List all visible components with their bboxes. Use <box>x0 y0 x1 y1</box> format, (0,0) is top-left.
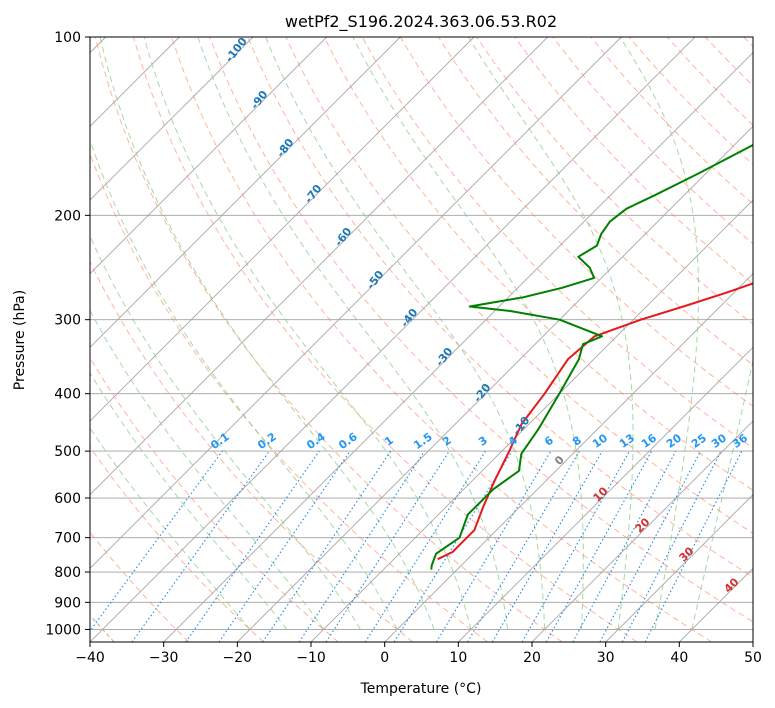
temperature-profile-line <box>437 282 753 560</box>
mixing-ratio-line <box>572 450 677 642</box>
dry-adiabat-line <box>132 37 638 642</box>
isotherm-line <box>384 273 753 642</box>
x-tick-label: −10 <box>296 650 326 666</box>
moist-adiabat-line <box>691 358 753 630</box>
y-tick-label: 200 <box>54 208 81 224</box>
x-tick-label: 50 <box>744 650 762 666</box>
background-guide-lines <box>90 37 753 642</box>
mixing-ratio-line <box>393 450 513 642</box>
x-tick-label: 40 <box>670 650 688 666</box>
dry-adiabat-line <box>90 260 414 642</box>
isotherm-line <box>458 346 753 642</box>
isotherm-line <box>90 37 401 348</box>
mixing-ratio-line <box>218 450 351 642</box>
isotherm-line <box>90 37 622 569</box>
y-axis-title: Pressure (hPa) <box>12 290 28 390</box>
mixing-ratio-line <box>185 450 320 642</box>
moist-adiabat-line <box>99 37 435 630</box>
moist-adiabat-line <box>467 37 634 630</box>
dry-adiabat-line <box>323 37 753 491</box>
x-tick-label: −30 <box>149 650 179 666</box>
y-tick-label: 1000 <box>45 622 81 638</box>
mixing-ratio-line <box>325 450 450 642</box>
profile-lines <box>430 143 753 570</box>
dewpoint-profile-line <box>430 143 753 570</box>
x-tick-label: −40 <box>75 650 105 666</box>
isotherm-line <box>605 494 753 642</box>
y-tick-label: 900 <box>54 595 81 611</box>
dry-adiabat-line <box>209 37 753 623</box>
moist-adiabat-line <box>90 138 398 630</box>
x-tick-label: 0 <box>380 650 389 666</box>
x-axis: −40 −30 −20 −10 0 10 20 30 40 50 <box>75 642 762 666</box>
mixing-ratio-line <box>545 450 653 642</box>
isotherm-line <box>90 37 327 275</box>
chart-title: wetPf2_S196.2024.363.06.53.R02 <box>285 12 557 32</box>
y-tick-label: 700 <box>54 531 81 547</box>
x-tick-label: 30 <box>597 650 615 666</box>
moist-adiabat-line <box>143 37 472 630</box>
mixing-ratio-line <box>521 450 630 642</box>
moist-adiabat-line <box>352 37 584 630</box>
moist-adiabat-line <box>90 371 288 630</box>
isotherm-line <box>90 37 696 642</box>
moist-adiabat-line <box>90 235 361 630</box>
moist-adiabat-line <box>619 37 699 630</box>
y-tick-label: 500 <box>54 444 81 460</box>
x-axis-title: Temperature (°C) <box>360 681 482 697</box>
dry-adiabat-line <box>476 37 753 325</box>
x-tick-label: 10 <box>449 650 467 666</box>
x-tick-label: 20 <box>523 650 541 666</box>
moist-adiabat-line <box>90 427 251 630</box>
isotherm-line <box>163 52 753 642</box>
isotherm-line <box>90 37 475 422</box>
isotherm-line <box>90 37 548 496</box>
dry-adiabat-line <box>90 356 339 642</box>
dry-adiabat-line <box>90 446 264 642</box>
dry-adiabat-line <box>94 37 563 642</box>
moist-adiabat-line <box>265 37 546 630</box>
y-tick-label: 800 <box>54 565 81 581</box>
mixing-ratio-line <box>491 450 603 642</box>
mixing-ratio-line <box>467 450 580 642</box>
moist-adiabat-line <box>90 309 324 630</box>
y-tick-label: 400 <box>54 387 81 403</box>
y-tick-label: 600 <box>54 491 81 507</box>
isotherm-line <box>531 420 753 642</box>
isotherm-line <box>237 125 753 642</box>
dry-adiabat-line <box>285 37 753 535</box>
plot-frame <box>89 36 754 643</box>
y-tick-label: 300 <box>54 313 81 329</box>
dry-adiabat-line <box>514 37 753 285</box>
moist-adiabat-line <box>197 37 509 630</box>
mixing-ratio-line <box>435 450 552 642</box>
y-axis: 100 200 300 400 500 600 700 800 900 1000 <box>45 30 90 638</box>
dry-adiabat-line <box>247 37 753 578</box>
plot-area: 0.1 0.2 0.4 0.6 1 1.5 2 3 4 6 8 10 13 16 20 25 30 36-100-… <box>90 37 753 642</box>
x-tick-label: −20 <box>223 650 253 666</box>
mixing-ratio-line <box>364 450 486 642</box>
y-tick-label: 100 <box>54 30 81 46</box>
isotherm-line <box>90 37 254 201</box>
